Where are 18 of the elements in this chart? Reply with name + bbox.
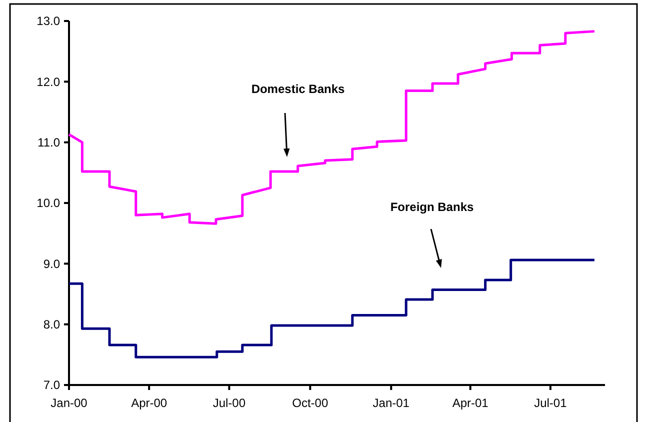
- x-tick-label: Jul-00: [212, 396, 246, 410]
- y-tick-label: 7.0: [43, 378, 60, 392]
- x-tick-label: Apr-01: [452, 396, 489, 410]
- x-tick-label: Jan-00: [50, 396, 88, 410]
- line-series: [68, 30, 596, 225]
- y-tick-label: 9.0: [43, 256, 60, 271]
- annotation: Foreign Banks: [390, 200, 474, 214]
- line-series: [68, 258, 596, 358]
- y-tick-label: 10.0: [36, 196, 60, 210]
- x-tick-label: Jan-01: [372, 396, 410, 410]
- x-tick-label: Jul-01: [534, 396, 568, 410]
- y-tick-label: 12.0: [36, 74, 60, 89]
- y-tick-label: 13.0: [36, 14, 60, 28]
- y-tick-label: 11.0: [38, 136, 60, 150]
- annotation: Domestic Banks: [251, 82, 346, 96]
- y-tick-label: 8.0: [43, 318, 60, 332]
- x-tick-label: Apr-00: [131, 396, 168, 410]
- x-tick-label: Oct-00: [292, 396, 328, 410]
